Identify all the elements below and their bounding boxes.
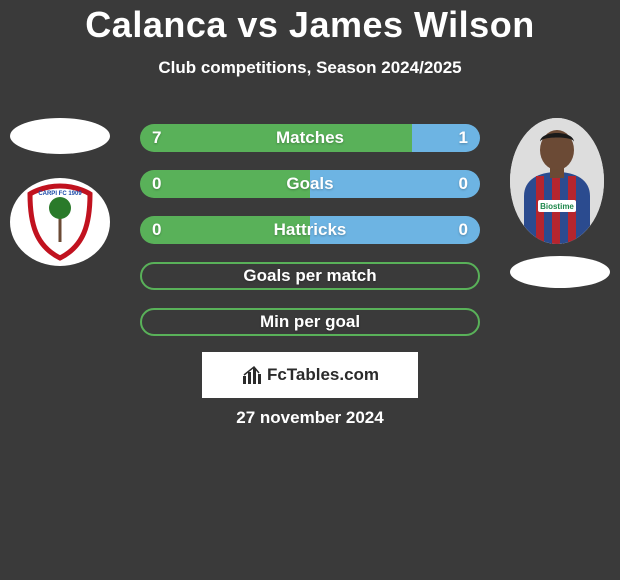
stat-value-right: 0 — [459, 216, 468, 244]
stat-label: Goals per match — [142, 262, 478, 290]
crest-text: CARPI FC 1909 — [38, 191, 82, 197]
player-left-photo-placeholder — [10, 118, 110, 154]
stat-row: Min per goal — [140, 308, 480, 336]
stat-row: Goals per match — [140, 262, 480, 290]
player-left-club-crest: CARPI FC 1909 — [10, 178, 110, 266]
stat-row: Matches7 1 — [140, 124, 480, 152]
stat-label: Min per goal — [142, 308, 478, 336]
stat-value-right: 1 — [459, 124, 468, 152]
stat-row: Hattricks0 0 — [140, 216, 480, 244]
player-right-crest-placeholder — [510, 256, 610, 288]
crest-icon: CARPI FC 1909 — [18, 180, 102, 264]
branding-box: FcTables.com — [202, 352, 418, 398]
svg-text:Biostime: Biostime — [540, 202, 574, 211]
stat-value-left: 7 — [152, 124, 161, 152]
player-avatar-icon: Biostime — [510, 118, 604, 244]
stat-label: Hattricks — [140, 216, 480, 244]
stats-area: Matches71Goals00Hattricks00Goals per mat… — [140, 124, 480, 354]
bar-chart-icon — [241, 364, 263, 386]
stat-label: Matches — [140, 124, 480, 152]
page-title: Calanca vs James Wilson — [0, 0, 620, 46]
player-right-column: Biostime — [510, 118, 610, 288]
stat-label: Goals — [140, 170, 480, 198]
date-text: 27 november 2024 — [0, 408, 620, 428]
player-right-photo: Biostime — [510, 118, 604, 244]
page-subtitle: Club competitions, Season 2024/2025 — [0, 58, 620, 78]
branding-text: FcTables.com — [267, 365, 379, 385]
stat-value-left: 0 — [152, 216, 161, 244]
stat-value-left: 0 — [152, 170, 161, 198]
player-left-column: CARPI FC 1909 — [10, 118, 110, 266]
stat-row: Goals0 0 — [140, 170, 480, 198]
stat-value-right: 0 — [459, 170, 468, 198]
infographic-root: Calanca vs James Wilson Club competition… — [0, 0, 620, 580]
